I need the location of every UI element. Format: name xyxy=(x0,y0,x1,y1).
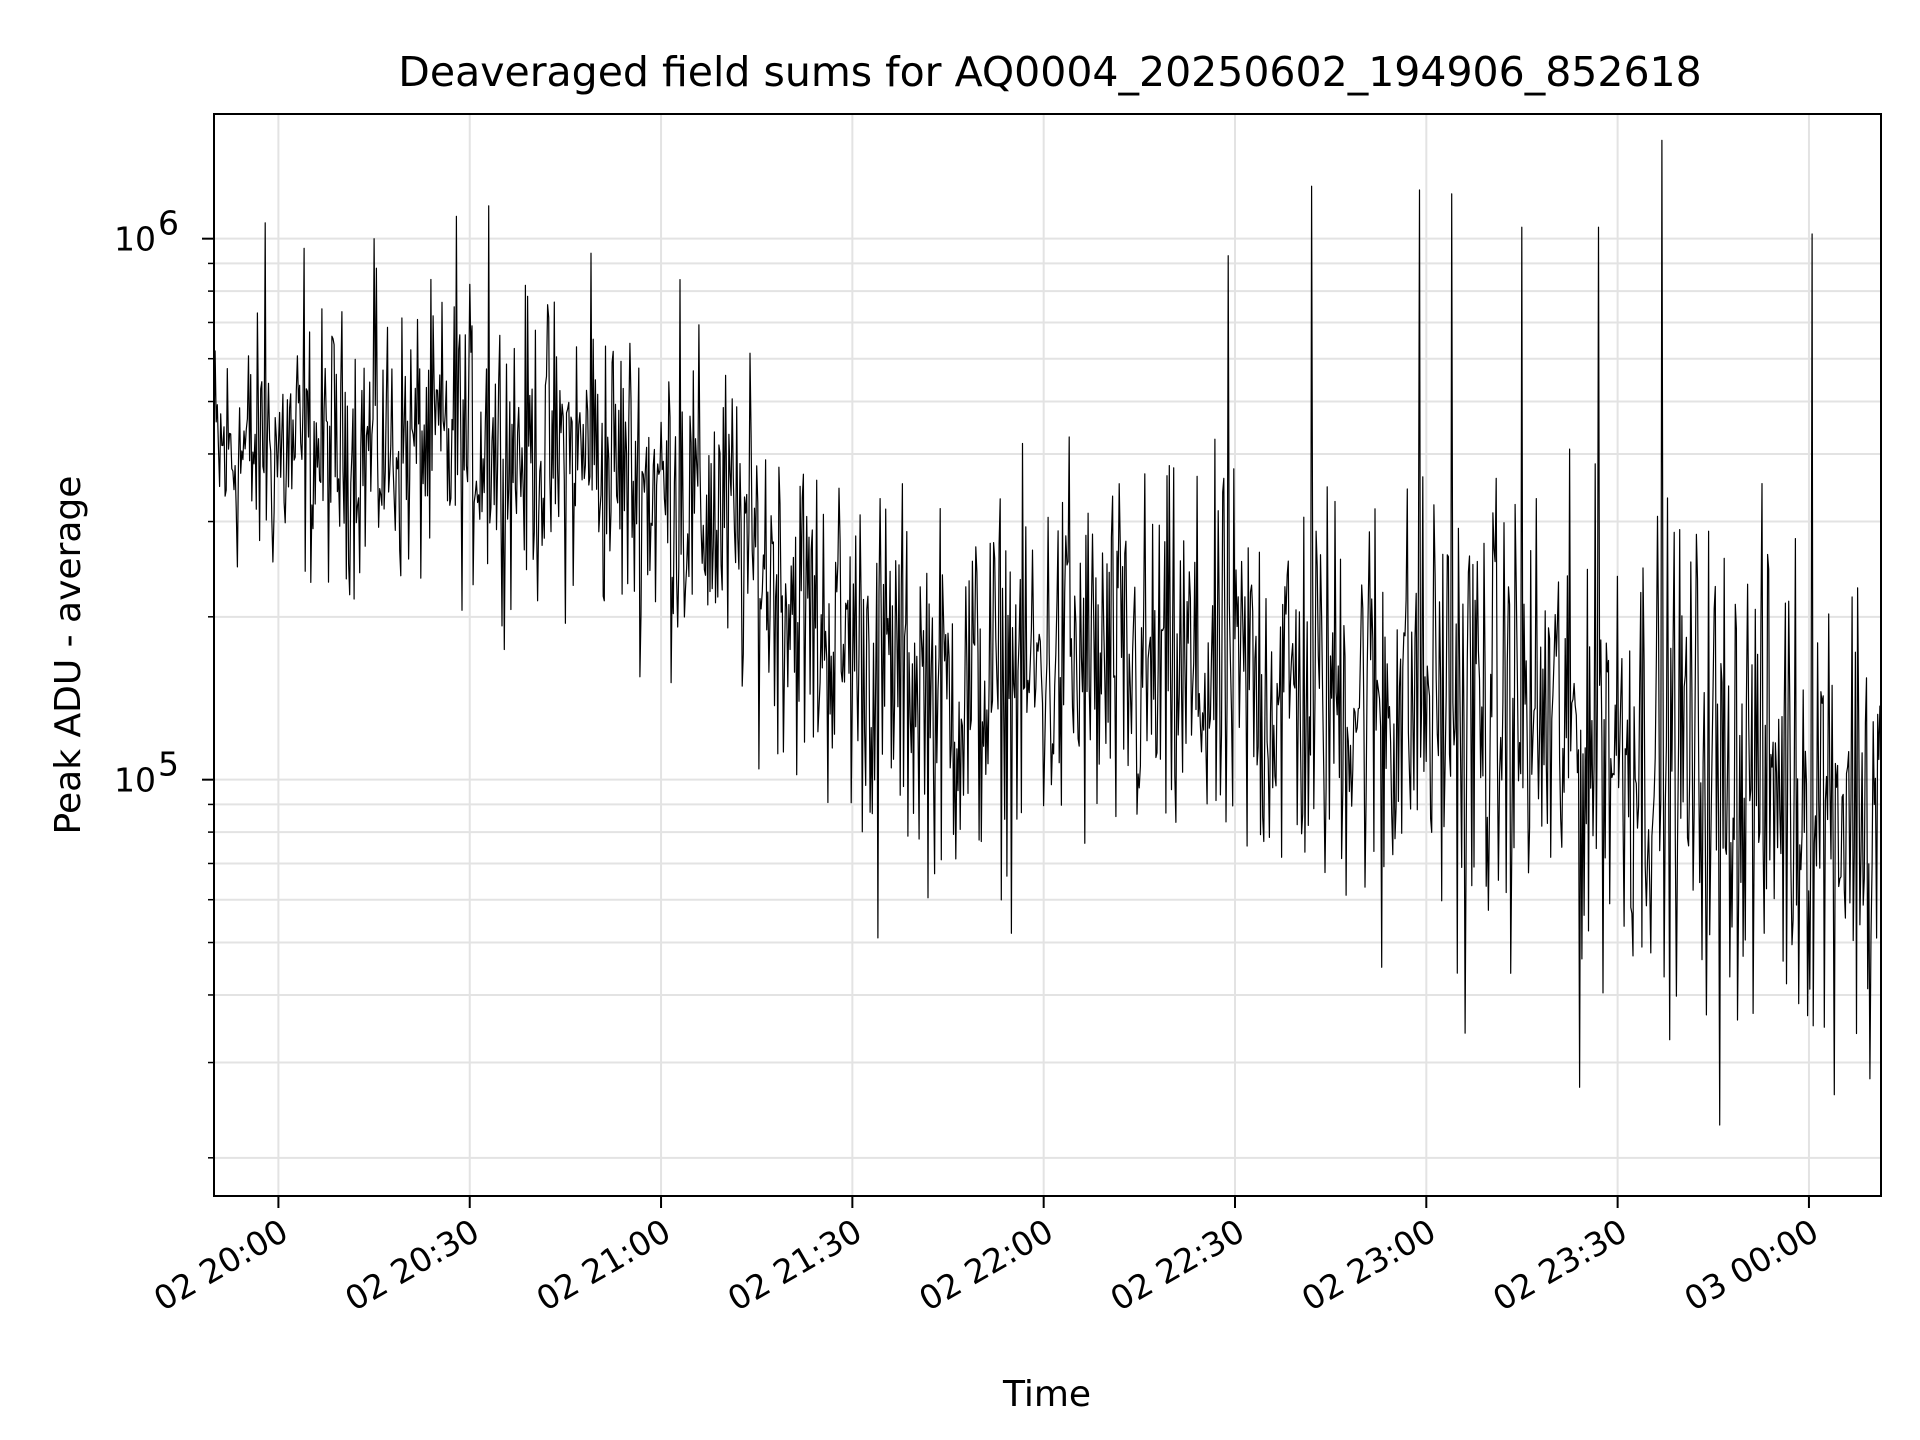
y-axis-label: Peak ADU - average xyxy=(48,476,89,835)
plot-frame xyxy=(213,113,1882,1197)
y-tick-exponent: 5 xyxy=(158,745,179,784)
y-tick-label: 10 xyxy=(114,220,156,259)
gridlines xyxy=(214,114,1881,1196)
x-axis-label: Time xyxy=(1002,1374,1091,1415)
y-tick-label: 10 xyxy=(114,761,156,800)
y-tick-exponent: 6 xyxy=(158,204,179,243)
series-line xyxy=(213,139,1882,1126)
chart-title: Deaveraged field sums for AQ0004_2025060… xyxy=(398,48,1701,96)
